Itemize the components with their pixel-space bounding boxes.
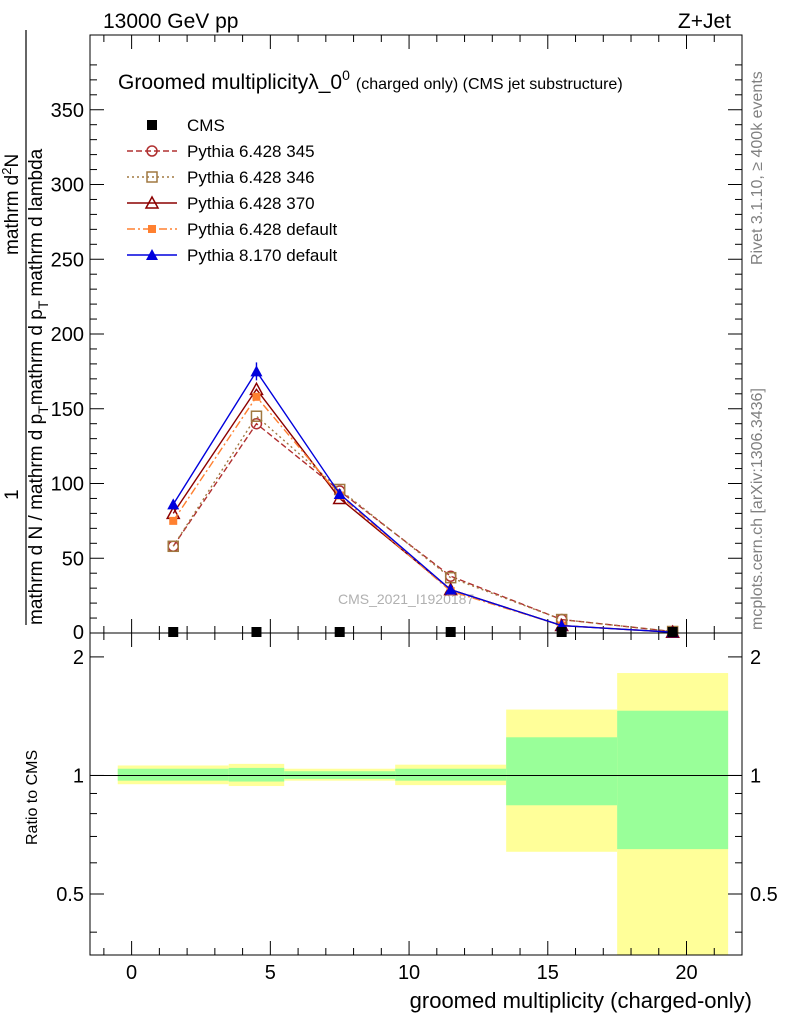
legend-label: Pythia 6.428 346 xyxy=(187,168,315,187)
data-point xyxy=(252,392,261,401)
legend-marker xyxy=(146,249,158,260)
legend-item: Pythia 6.428 346 xyxy=(127,168,315,187)
data-point xyxy=(444,583,457,595)
main-title: Groomed multiplicityλ_00 (charged only) (… xyxy=(118,67,623,94)
data-point xyxy=(334,627,345,637)
ylabel-numerator-frac: 1 xyxy=(2,489,23,500)
ratio-y-tick-label: 1 xyxy=(73,765,84,787)
legend-marker xyxy=(148,225,156,233)
series-line xyxy=(172,415,673,633)
legend-marker xyxy=(147,120,157,130)
ratio-y-tick-label: 2 xyxy=(73,647,84,669)
main-y-tick-label: 350 xyxy=(51,100,84,122)
ratio-x-tick-label: 10 xyxy=(398,962,420,984)
ratio-band-green xyxy=(228,767,285,782)
main-y-tick-label: 50 xyxy=(62,548,84,570)
ratio-x-tick-label: 20 xyxy=(675,962,697,984)
main-y-tick-label: 200 xyxy=(51,324,84,346)
legend-item: Pythia 6.428 default xyxy=(127,220,338,239)
ratio-x-axis-label: groomed multiplicity (charged-only) xyxy=(410,988,752,1013)
ylabel-denominator-b-sub: T xyxy=(35,300,51,309)
main-panel: 50 100 150 200 250 300 350 0 CMS_2021_I1920187 xyxy=(51,34,743,644)
data-point xyxy=(167,498,180,510)
ratio-panel: 0.5 0.5 1 1 2 2 0 5 10 15 20 xyxy=(56,632,778,984)
ratio-band-green xyxy=(506,737,618,806)
ratio-panel-frame xyxy=(89,632,743,956)
process-label: Z+Jet xyxy=(678,10,731,33)
ylabel-denominator-c: mathrm d lambda xyxy=(26,148,47,296)
data-point xyxy=(168,627,179,637)
legend-marker xyxy=(146,171,158,183)
legend-label: CMS xyxy=(187,116,225,135)
title-main: Groomed multiplicityλ_0 xyxy=(118,71,342,94)
data-point xyxy=(250,410,263,422)
main-y-tick-label: 100 xyxy=(51,474,84,496)
legend-item: Pythia 8.170 default xyxy=(127,246,338,265)
mcplots-label: mcplots.cern.ch [arXiv:1306.3436] xyxy=(749,388,766,630)
ratio-y-tick-label-right: 0.5 xyxy=(750,884,778,906)
watermark: CMS_2021_I1920187 xyxy=(338,591,474,607)
data-point xyxy=(667,627,678,637)
ylabel-numerator-sup: 2 xyxy=(0,168,14,175)
series-layer xyxy=(165,362,680,639)
ylabel-denominator-b: mathrm d p xyxy=(26,309,47,405)
ratio-y-axis-label: Ratio to CMS xyxy=(24,750,41,845)
svg-text:Groomed multiplicityλ_00(charg: Groomed multiplicityλ_00 (charged only) (… xyxy=(118,67,623,94)
ratio-x-tick-label: 15 xyxy=(537,962,559,984)
ylabel-denominator-a: mathrm d N / mathrm d p xyxy=(26,414,47,625)
svg-text:mathrm d2N: mathrm d2N xyxy=(0,154,23,255)
legend-label: Pythia 8.170 default xyxy=(187,246,338,265)
ratio-y-ticks: 0.5 0.5 1 1 2 2 xyxy=(56,647,778,933)
main-y-tick-label-zero: 0 xyxy=(73,622,84,644)
main-y-tick-label: 150 xyxy=(51,399,84,421)
series-line xyxy=(172,395,673,633)
legend-label: Pythia 6.428 default xyxy=(187,220,338,239)
data-point xyxy=(445,627,456,637)
data-point xyxy=(167,540,179,553)
ratio-band-green xyxy=(395,768,507,781)
main-y-tick-label: 250 xyxy=(51,249,84,271)
ratio-x-ticks: 0 5 10 15 20 xyxy=(103,633,715,984)
ratio-x-tick-label: 0 xyxy=(126,962,137,984)
legend-item: Pythia 6.428 370 xyxy=(127,194,315,213)
ratio-band-green xyxy=(617,710,729,850)
title-small: (charged only) (CMS jet substructure) xyxy=(356,76,623,93)
main-y-tick-label: 300 xyxy=(51,175,84,197)
legend-item: Pythia 6.428 345 xyxy=(127,142,315,161)
ratio-band-green xyxy=(117,768,229,781)
data-point xyxy=(556,627,567,637)
legend-label: Pythia 6.428 345 xyxy=(187,142,315,161)
ylabel-numerator: mathrm d xyxy=(2,175,23,255)
data-point xyxy=(333,487,346,499)
data-point xyxy=(251,627,262,637)
main-y-ticks: 50 100 150 200 250 300 350 0 xyxy=(51,64,742,644)
title-sup: 0 xyxy=(342,67,350,83)
data-point xyxy=(169,516,178,525)
energy-label: 13000 GeV pp xyxy=(103,10,238,33)
legend-label: Pythia 6.428 370 xyxy=(187,194,315,213)
ratio-y-tick-label-right: 1 xyxy=(750,765,761,787)
series-cms xyxy=(168,627,678,637)
ratio-y-tick-label: 0.5 xyxy=(56,884,84,906)
main-y-axis-label: mathrm d N / mathrm d pTmathrm d pTmathr… xyxy=(0,30,51,625)
series-line xyxy=(172,370,673,633)
ratio-y-tick-label-right: 2 xyxy=(750,647,761,669)
legend-item: CMS xyxy=(147,116,225,135)
legend-marker xyxy=(144,195,160,209)
ylabel-denominator-a-sub: T xyxy=(35,405,51,414)
ylabel-numerator-rest: N xyxy=(2,154,23,168)
ratio-x-tick-label: 5 xyxy=(265,962,276,984)
svg-text:mathrm d N / mathrm d pTmathrm: mathrm d N / mathrm d pTmathrm d pTmathr… xyxy=(26,148,51,625)
rivet-label: Rivet 3.1.10, ≥ 400k events xyxy=(749,71,766,265)
ratio-bands xyxy=(117,673,729,955)
legend-marker xyxy=(146,145,158,157)
legend: CMS Pythia 6.428 345 Pythia 6.428 346 Pythi… xyxy=(127,116,338,265)
